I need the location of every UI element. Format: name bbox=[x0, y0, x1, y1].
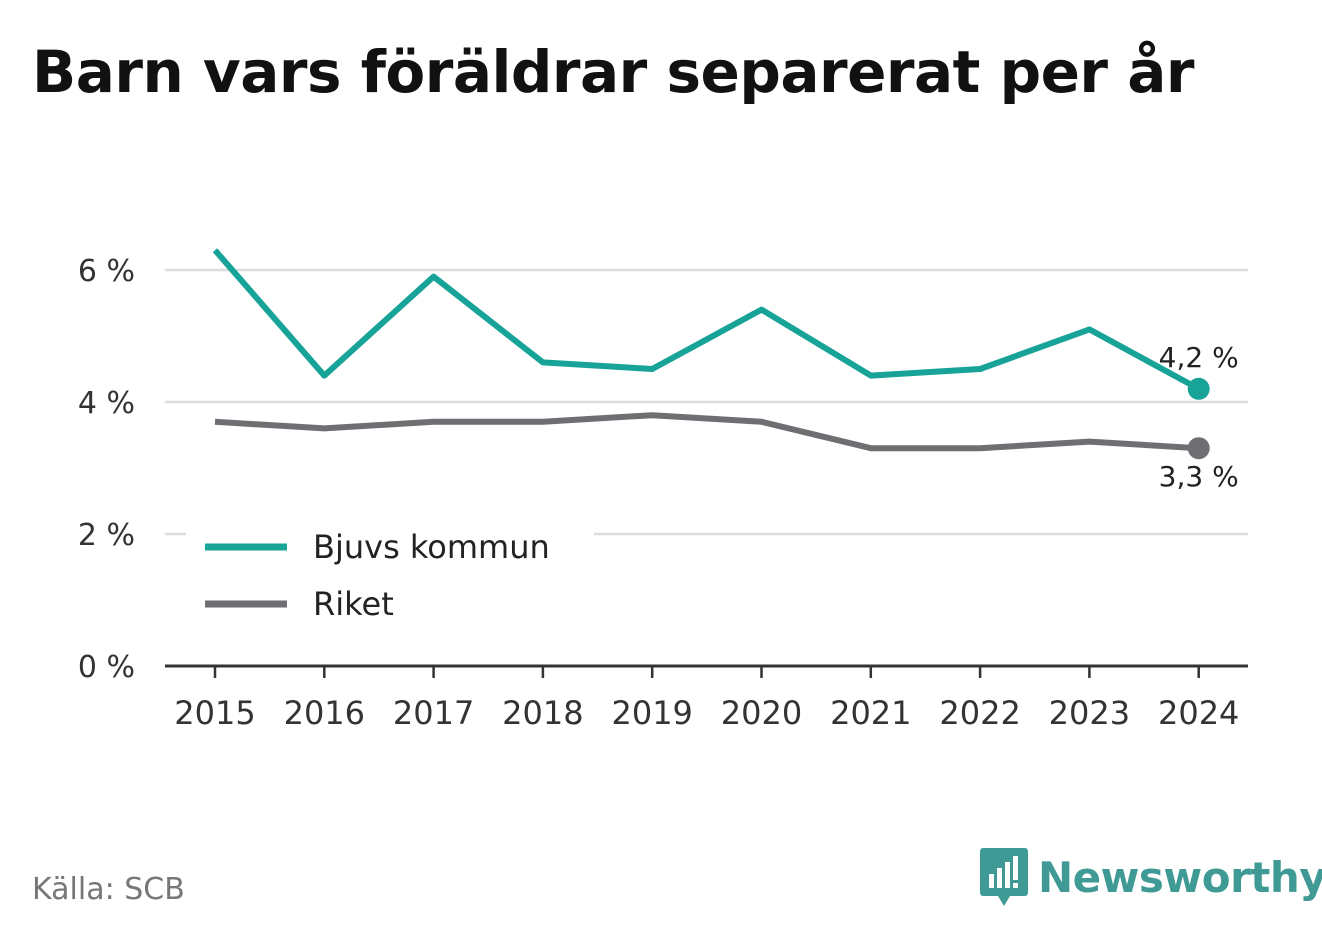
series-line bbox=[214, 412, 1199, 452]
x-tick-label: 2015 bbox=[174, 694, 255, 732]
legend-label: Bjuvs kommun bbox=[313, 528, 550, 566]
x-tick-label: 2020 bbox=[721, 694, 802, 732]
y-tick-label: 0 % bbox=[78, 650, 135, 685]
x-tick-label: 2016 bbox=[284, 694, 365, 732]
legend-label: Riket bbox=[313, 585, 394, 623]
series-end-label: 4,2 % bbox=[1159, 341, 1239, 374]
x-tick-label: 2022 bbox=[939, 694, 1020, 732]
legend-box bbox=[186, 522, 594, 638]
source-note: Källa: SCB bbox=[32, 872, 185, 907]
series-end-point bbox=[1187, 437, 1210, 460]
x-tick-label: 2021 bbox=[830, 694, 911, 732]
y-tick-label: 6 % bbox=[78, 254, 135, 289]
x-tick-label: 2017 bbox=[393, 694, 474, 732]
series-end-label: 3,3 % bbox=[1159, 460, 1239, 493]
brand-name: Newsworthy bbox=[1038, 852, 1322, 902]
x-tick-label: 2018 bbox=[502, 694, 583, 732]
x-tick-label: 2019 bbox=[611, 694, 692, 732]
x-tick-label: 2023 bbox=[1049, 694, 1130, 732]
y-tick-label: 4 % bbox=[78, 386, 135, 421]
x-tick-label: 2024 bbox=[1158, 694, 1239, 732]
brand-logo: Newsworthy bbox=[980, 848, 1322, 906]
chart-title: Barn vars föräldrar separerat per år bbox=[32, 38, 1194, 106]
series-line bbox=[212, 248, 1201, 392]
newsworthy-logo-icon bbox=[980, 848, 1028, 906]
series-end-point bbox=[1187, 377, 1210, 400]
y-tick-label: 2 % bbox=[78, 518, 135, 553]
